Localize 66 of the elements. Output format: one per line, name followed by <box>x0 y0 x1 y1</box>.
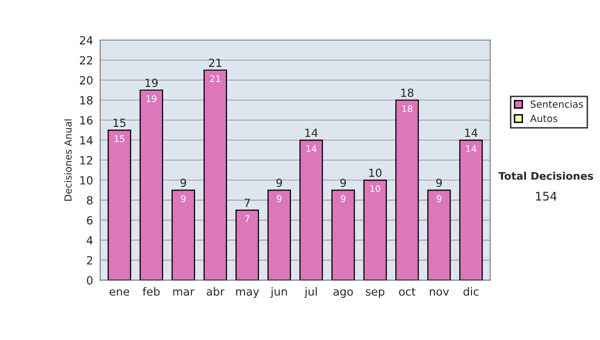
y-tick-label: 8 <box>86 196 92 205</box>
data-label: 14 <box>466 145 476 152</box>
bar <box>236 210 259 280</box>
bar <box>140 90 164 280</box>
data-label: 21 <box>210 75 220 82</box>
legend-label: Autos <box>530 114 558 122</box>
bar <box>204 70 228 280</box>
total-label: 19 <box>146 78 158 87</box>
x-tick-label: feb <box>142 287 160 296</box>
bar <box>299 140 323 280</box>
total-label: 9 <box>180 178 186 187</box>
data-label: 7 <box>245 215 250 222</box>
y-tick-label: 12 <box>80 156 92 164</box>
bar <box>363 180 387 280</box>
data-label: 15 <box>114 135 124 142</box>
bar <box>172 190 196 280</box>
x-tick-label: dic <box>464 287 478 296</box>
data-label: 10 <box>370 185 380 192</box>
x-tick-label: ene <box>110 289 130 296</box>
data-label: 18 <box>402 105 412 112</box>
y-tick-label: 18 <box>80 96 92 105</box>
data-label: 9 <box>436 195 442 202</box>
x-tick-label: sep <box>366 289 384 298</box>
total-label: 18 <box>401 88 414 97</box>
y-tick-label: 20 <box>80 76 93 85</box>
total-label: 14 <box>465 128 478 137</box>
bar <box>395 100 419 280</box>
total-label: 9 <box>276 178 282 187</box>
x-tick-label: ago <box>333 289 353 298</box>
bar <box>427 190 451 280</box>
y-tick-label: 0 <box>86 276 93 285</box>
text: Total Decisiones <box>498 172 594 180</box>
x-tick-label: nov <box>430 289 449 296</box>
data-label: 9 <box>276 195 282 202</box>
bar <box>459 140 483 280</box>
total-label: 14 <box>305 128 318 137</box>
x-tick-label: oct <box>399 288 416 296</box>
bar <box>331 190 355 280</box>
x-tick-label: jun <box>270 287 287 298</box>
x-tick-label: may <box>236 289 260 298</box>
data-label: 9 <box>181 195 186 202</box>
y-tick-label: 22 <box>80 56 92 64</box>
total-label: 9 <box>436 178 442 187</box>
x-tick-label: mar <box>173 289 194 296</box>
y-tick-label: 24 <box>80 36 93 44</box>
y-tick-label: 10 <box>80 176 93 185</box>
data-label: 19 <box>146 95 156 102</box>
legend-label: Sentencias <box>530 100 583 108</box>
total-label: 21 <box>209 58 222 67</box>
data-label: 14 <box>306 145 316 152</box>
y-axis-title: Decisiones Anual <box>64 119 72 201</box>
bar <box>108 130 132 280</box>
y-tick-label: 2 <box>87 256 92 264</box>
x-tick-label: abr <box>206 287 224 296</box>
total-label: 15 <box>114 118 126 127</box>
total-label: 7 <box>244 198 250 207</box>
y-tick-label: 16 <box>80 116 93 125</box>
y-tick-label: 14 <box>80 136 93 144</box>
data-label: 9 <box>340 195 346 202</box>
x-tick-label: jul <box>304 287 317 298</box>
y-tick-label: 6 <box>86 216 93 225</box>
total-label: 10 <box>369 168 382 177</box>
text: 154 <box>536 192 557 201</box>
y-tick-label: 4 <box>86 236 93 244</box>
bar <box>267 190 291 280</box>
total-label: 9 <box>340 178 346 187</box>
